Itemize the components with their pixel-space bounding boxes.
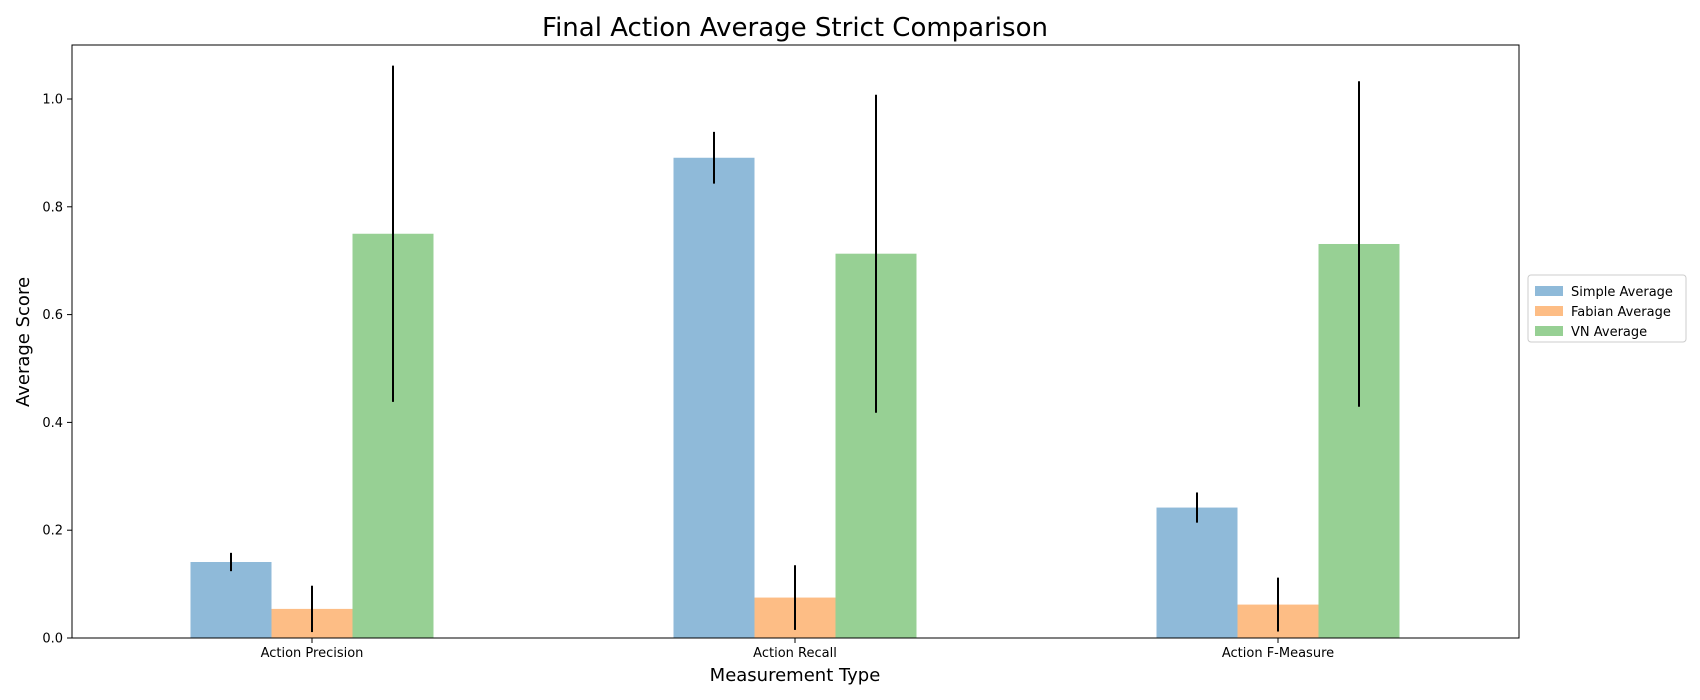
x-tick-label: Action Precision — [261, 646, 364, 661]
legend: Simple Average Fabian Average VN Average — [1527, 274, 1687, 343]
legend-swatch — [1535, 306, 1563, 316]
y-tick-label: 0.8 — [42, 200, 63, 215]
plot-area: 0.0 0.2 0.4 0.6 0.8 1.0 Action Precision Action… — [42, 44, 1520, 661]
bar — [673, 157, 755, 638]
y-tick-label: 0.2 — [42, 524, 63, 539]
y-axis-title: Average Score — [13, 277, 34, 407]
legend-box — [1527, 274, 1687, 343]
plot-frame — [71, 44, 1520, 639]
x-tick-label: Action F-Measure — [1222, 646, 1334, 661]
bar — [1156, 507, 1238, 638]
legend-label: VN Average — [1571, 325, 1647, 340]
y-tick-label: 0.0 — [42, 632, 63, 647]
legend-swatch — [1535, 326, 1563, 336]
legend-swatch — [1535, 286, 1563, 296]
y-tick-label: 0.4 — [42, 416, 63, 431]
x-axis-title: Measurement Type — [710, 665, 881, 686]
chart-title: Final Action Average Strict Comparison — [542, 13, 1048, 43]
bar — [190, 562, 272, 638]
legend-label: Fabian Average — [1571, 305, 1671, 320]
x-tick-label: Action Recall — [753, 646, 837, 661]
y-tick-label: 0.6 — [42, 308, 63, 323]
y-tick-label: 1.0 — [42, 93, 63, 108]
legend-label: Simple Average — [1571, 285, 1673, 300]
